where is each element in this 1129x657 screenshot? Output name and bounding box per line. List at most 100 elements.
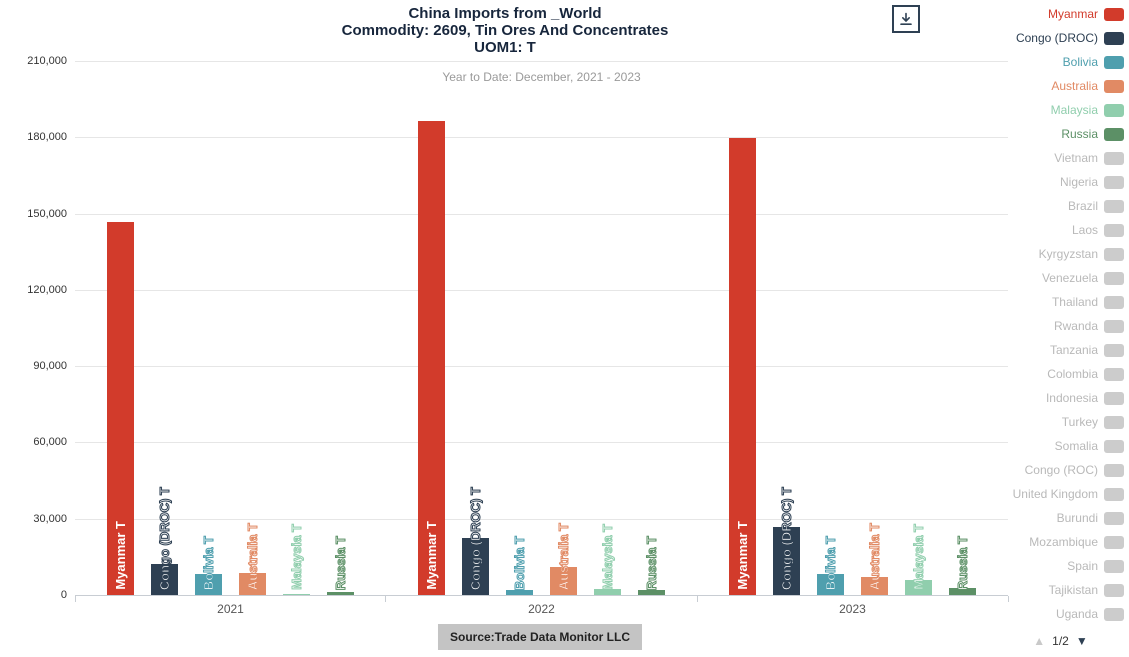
- legend-item-colombia[interactable]: Colombia: [1006, 362, 1129, 386]
- legend-item-uganda[interactable]: Uganda: [1006, 602, 1129, 626]
- legend-page-up-icon[interactable]: ▲: [1033, 634, 1046, 648]
- chart-title: China Imports from _World Commodity: 260…: [0, 5, 1010, 56]
- bar-label: Malaysia T: [599, 524, 615, 591]
- legend-item-tanzania[interactable]: Tanzania: [1006, 338, 1129, 362]
- legend-item-somalia[interactable]: Somalia: [1006, 434, 1129, 458]
- legend-item-spain[interactable]: Spain: [1006, 554, 1129, 578]
- barwrap-bolivia-2023: Bolivia T: [817, 62, 844, 596]
- legend-item-label: Spain: [1067, 559, 1098, 573]
- legend-item-label: Turkey: [1061, 415, 1098, 429]
- bar-congo-droc--2023[interactable]: [773, 527, 800, 596]
- download-button[interactable]: [892, 5, 920, 33]
- legend-item-label: Burundi: [1056, 511, 1098, 525]
- legend-swatch: [1104, 487, 1124, 501]
- legend-item-label: Russia: [1061, 127, 1098, 141]
- legend-swatch: [1104, 127, 1124, 141]
- chart-title-line2: Commodity: 2609, Tin Ores And Concentrat…: [341, 22, 669, 39]
- x-axis-tick-mark: [1007, 596, 1009, 602]
- bar-australia-2021[interactable]: [239, 573, 266, 596]
- legend-item-label: Mozambique: [1029, 535, 1098, 549]
- legend-item-label: Somalia: [1054, 439, 1098, 453]
- legend-swatch: [1104, 511, 1124, 525]
- bar-australia-2023[interactable]: [861, 576, 888, 596]
- barwrap-russia-2021: Russia T: [327, 62, 354, 596]
- legend-swatch: [1104, 31, 1124, 45]
- legend-item-congo-droc-[interactable]: Congo (DROC): [1006, 26, 1129, 50]
- bar-groups: Myanmar T Congo (DROC) T Bolivia T Australi…: [75, 62, 1008, 596]
- x-axis-category-label: 2022: [528, 602, 555, 616]
- legend-swatch: [1104, 295, 1124, 309]
- legend-swatch: [1104, 607, 1124, 621]
- bar-malaysia-2022[interactable]: [594, 588, 621, 596]
- legend-item-label: United Kingdom: [1012, 487, 1098, 501]
- bar-label: Malaysia T: [910, 524, 926, 591]
- barwrap-myanmar-2022: Myanmar T: [418, 62, 445, 596]
- legend-item-myanmar[interactable]: Myanmar: [1006, 2, 1129, 26]
- barwrap-myanmar-2021: Myanmar T: [107, 62, 134, 596]
- legend-item-brazil[interactable]: Brazil: [1006, 194, 1129, 218]
- x-axis-tick-mark: [385, 596, 387, 602]
- legend-swatch: [1104, 367, 1124, 381]
- gridline: [75, 137, 1008, 139]
- bar-australia-2022[interactable]: [550, 567, 577, 596]
- legend-page-down-icon[interactable]: ▼: [1075, 634, 1088, 648]
- legend-item-australia[interactable]: Australia: [1006, 74, 1129, 98]
- legend-item-russia[interactable]: Russia: [1006, 122, 1129, 146]
- y-axis-tick-label: 180,000: [27, 131, 67, 144]
- legend-swatch: [1104, 415, 1124, 429]
- legend-swatch: [1104, 151, 1124, 165]
- legend-swatch: [1104, 7, 1124, 21]
- legend-item-united-kingdom[interactable]: United Kingdom: [1006, 482, 1129, 506]
- legend-item-tajikistan[interactable]: Tajikistan: [1006, 578, 1129, 602]
- x-axis-line: [75, 595, 1008, 596]
- legend-item-turkey[interactable]: Turkey: [1006, 410, 1129, 434]
- bar-russia-2023[interactable]: [949, 588, 976, 596]
- legend-item-vietnam[interactable]: Vietnam: [1006, 146, 1129, 170]
- barwrap-myanmar-2023: Myanmar T: [729, 62, 756, 596]
- bar-myanmar-2021[interactable]: [107, 222, 134, 596]
- legend-item-bolivia[interactable]: Bolivia: [1006, 50, 1129, 74]
- legend-item-burundi[interactable]: Burundi: [1006, 506, 1129, 530]
- bar-label: Australia T: [866, 522, 882, 590]
- bar-bolivia-2021[interactable]: [195, 573, 222, 596]
- legend-swatch: [1104, 271, 1124, 285]
- legend-swatch: [1104, 247, 1124, 261]
- bar-myanmar-2023[interactable]: [729, 138, 756, 596]
- legend-item-congo-roc-[interactable]: Congo (ROC): [1006, 458, 1129, 482]
- legend-item-label: Venezuela: [1041, 271, 1098, 285]
- legend-item-indonesia[interactable]: Indonesia: [1006, 386, 1129, 410]
- bar-russia-2021[interactable]: [327, 591, 354, 596]
- bar-label: Congo (DROC) T: [156, 486, 172, 590]
- legend-item-malaysia[interactable]: Malaysia: [1006, 98, 1129, 122]
- bar-russia-2022[interactable]: [638, 589, 665, 596]
- legend-swatch: [1104, 559, 1124, 573]
- bar-bolivia-2022[interactable]: [506, 589, 533, 596]
- legend-item-mozambique[interactable]: Mozambique: [1006, 530, 1129, 554]
- legend-item-laos[interactable]: Laos: [1006, 218, 1129, 242]
- legend-item-thailand[interactable]: Thailand: [1006, 290, 1129, 314]
- bar-malaysia-2021[interactable]: [283, 593, 310, 596]
- legend-item-kyrgyzstan[interactable]: Kyrgyzstan: [1006, 242, 1129, 266]
- barwrap-russia-2023: Russia T: [949, 62, 976, 596]
- bar-malaysia-2023[interactable]: [905, 579, 932, 596]
- bar-bolivia-2023[interactable]: [817, 573, 844, 596]
- barwrap-congo-droc--2021: Congo (DROC) T: [151, 62, 178, 596]
- bar-congo-droc--2021[interactable]: [151, 563, 178, 596]
- chart-title-line1: China Imports from _World: [408, 5, 602, 22]
- bar-group-2023: Myanmar T Congo (DROC) T Bolivia T Australi…: [697, 62, 1008, 596]
- legend-swatch: [1104, 391, 1124, 405]
- x-axis-tick-mark: [696, 596, 698, 602]
- legend-item-label: Vietnam: [1054, 151, 1098, 165]
- bar-label: Russia T: [954, 535, 970, 590]
- bar-congo-droc--2022[interactable]: [462, 538, 489, 596]
- legend-item-venezuela[interactable]: Venezuela: [1006, 266, 1129, 290]
- bar-label: Malaysia T: [288, 524, 304, 591]
- barwrap-congo-droc--2023: Congo (DROC) T: [773, 62, 800, 596]
- legend-item-label: Bolivia: [1062, 55, 1098, 69]
- bar-label: Myanmar T: [423, 521, 439, 590]
- barwrap-bolivia-2022: Bolivia T: [506, 62, 533, 596]
- legend-item-rwanda[interactable]: Rwanda: [1006, 314, 1129, 338]
- bar-myanmar-2022[interactable]: [418, 120, 445, 596]
- legend-item-label: Indonesia: [1045, 391, 1098, 405]
- legend-item-nigeria[interactable]: Nigeria: [1006, 170, 1129, 194]
